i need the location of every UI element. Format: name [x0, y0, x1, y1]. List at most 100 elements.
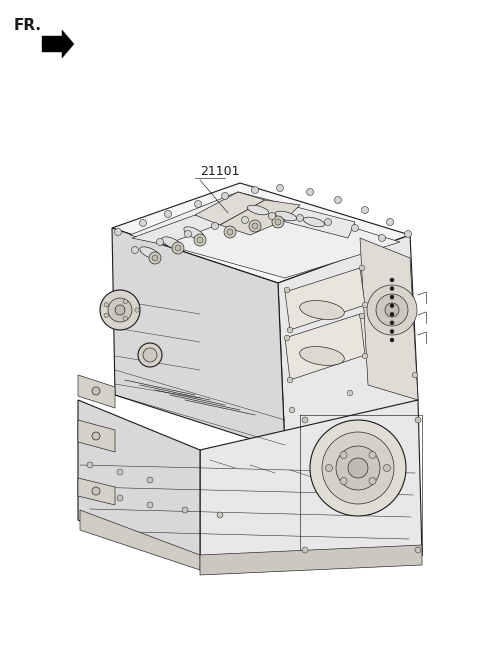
Circle shape	[92, 432, 100, 440]
Polygon shape	[112, 228, 285, 450]
Circle shape	[367, 285, 417, 335]
Circle shape	[336, 446, 380, 490]
Circle shape	[405, 231, 411, 238]
Circle shape	[117, 495, 123, 501]
Circle shape	[359, 265, 365, 271]
Circle shape	[87, 487, 93, 493]
Polygon shape	[200, 545, 422, 575]
Polygon shape	[232, 192, 355, 238]
Circle shape	[390, 338, 394, 342]
Circle shape	[132, 246, 139, 253]
Circle shape	[361, 206, 369, 214]
Circle shape	[287, 328, 293, 333]
Circle shape	[347, 390, 353, 396]
Circle shape	[156, 238, 164, 246]
Circle shape	[123, 299, 128, 304]
Circle shape	[415, 417, 421, 423]
Ellipse shape	[303, 217, 324, 227]
Circle shape	[390, 278, 394, 282]
Circle shape	[147, 502, 153, 508]
Circle shape	[197, 237, 203, 243]
Circle shape	[104, 303, 108, 307]
Circle shape	[340, 451, 347, 458]
Text: FR.: FR.	[14, 18, 42, 33]
Circle shape	[172, 242, 184, 254]
Circle shape	[307, 189, 313, 195]
Circle shape	[369, 451, 376, 458]
Circle shape	[92, 487, 100, 495]
Circle shape	[351, 225, 359, 231]
Circle shape	[252, 187, 259, 193]
Circle shape	[276, 185, 284, 191]
Circle shape	[310, 420, 406, 516]
Circle shape	[149, 252, 161, 264]
Polygon shape	[132, 215, 230, 245]
Circle shape	[268, 212, 276, 219]
Circle shape	[284, 335, 290, 341]
Circle shape	[379, 234, 385, 242]
Circle shape	[390, 304, 394, 308]
Text: 21101: 21101	[200, 165, 240, 178]
Circle shape	[390, 295, 394, 299]
Circle shape	[275, 219, 281, 225]
Circle shape	[390, 329, 394, 333]
Circle shape	[272, 216, 284, 228]
Polygon shape	[220, 200, 300, 235]
Circle shape	[415, 547, 421, 553]
Ellipse shape	[300, 346, 344, 365]
Circle shape	[194, 234, 206, 246]
Circle shape	[384, 464, 391, 472]
Polygon shape	[200, 400, 422, 565]
Circle shape	[182, 507, 188, 513]
Polygon shape	[195, 192, 265, 225]
Polygon shape	[285, 314, 365, 380]
Circle shape	[362, 302, 368, 308]
Circle shape	[175, 245, 181, 251]
Circle shape	[369, 477, 376, 485]
Circle shape	[104, 313, 108, 318]
Circle shape	[194, 200, 202, 208]
Circle shape	[241, 217, 249, 223]
Circle shape	[92, 387, 100, 395]
Polygon shape	[130, 192, 400, 278]
Polygon shape	[42, 30, 74, 58]
Circle shape	[165, 210, 171, 217]
Ellipse shape	[140, 247, 160, 259]
Circle shape	[325, 464, 333, 472]
Circle shape	[340, 477, 347, 485]
Circle shape	[297, 214, 303, 221]
Circle shape	[252, 223, 258, 229]
Polygon shape	[78, 478, 115, 505]
Circle shape	[335, 196, 341, 204]
Circle shape	[117, 469, 123, 475]
Circle shape	[284, 287, 290, 293]
Circle shape	[87, 462, 93, 468]
Ellipse shape	[247, 205, 269, 215]
Polygon shape	[285, 268, 365, 330]
Circle shape	[184, 231, 192, 238]
Ellipse shape	[276, 211, 297, 221]
Ellipse shape	[300, 301, 344, 320]
Circle shape	[123, 316, 128, 321]
Circle shape	[115, 305, 125, 315]
Circle shape	[390, 321, 394, 325]
Circle shape	[152, 255, 158, 261]
Circle shape	[412, 372, 418, 378]
Circle shape	[302, 417, 308, 423]
Circle shape	[390, 287, 394, 291]
Circle shape	[287, 377, 293, 383]
Polygon shape	[78, 400, 200, 565]
Circle shape	[138, 343, 162, 367]
Polygon shape	[80, 510, 200, 570]
Circle shape	[217, 512, 223, 518]
Circle shape	[143, 348, 157, 362]
Circle shape	[115, 229, 121, 236]
Circle shape	[348, 458, 368, 478]
Circle shape	[322, 432, 394, 504]
Ellipse shape	[184, 227, 204, 239]
Ellipse shape	[162, 237, 182, 249]
Circle shape	[390, 312, 394, 316]
Circle shape	[147, 477, 153, 483]
Circle shape	[140, 219, 146, 227]
Circle shape	[100, 290, 140, 330]
